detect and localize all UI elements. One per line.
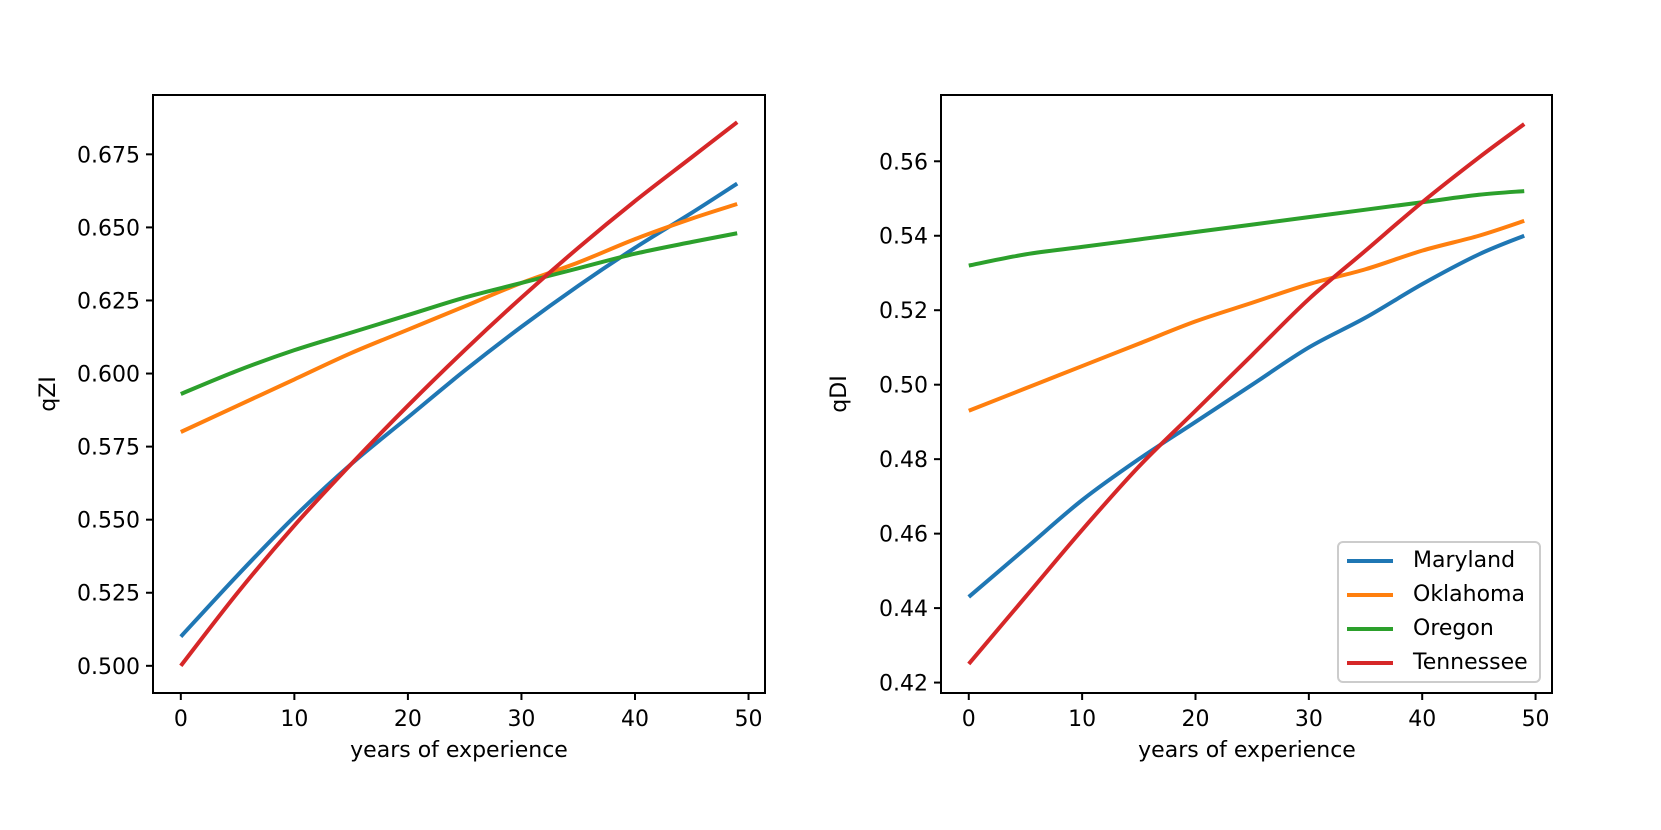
legend-label: Tennessee — [1413, 650, 1528, 675]
legend-item-tennessee: Tennessee — [1339, 646, 1539, 680]
y-tick-label: 0.600 — [77, 363, 140, 388]
series-line-oregon — [968, 189, 1525, 268]
x-tick-label: 0 — [174, 707, 188, 732]
x-axis-label-left: years of experience — [350, 738, 568, 763]
y-tick-label: 0.650 — [77, 216, 140, 241]
x-tick-label: 30 — [1295, 707, 1323, 732]
y-tick-label: 0.525 — [77, 582, 140, 607]
y-tick-label: 0.46 — [879, 523, 928, 548]
x-tick-label: 10 — [280, 707, 308, 732]
y-tick-label: 0.675 — [77, 143, 140, 168]
legend-item-maryland: Maryland — [1339, 544, 1539, 578]
x-tick-label: 0 — [962, 707, 976, 732]
series-line-oregon — [180, 231, 738, 396]
axes-frame — [152, 94, 766, 694]
y-tick-label: 0.50 — [879, 374, 928, 399]
y-tick-label: 0.42 — [879, 672, 928, 697]
y-tick-label: 0.48 — [879, 448, 928, 473]
x-tick-label: 50 — [735, 707, 763, 732]
legend: Maryland Oklahoma Oregon Tennessee — [1337, 541, 1541, 683]
axes-frame — [940, 94, 1553, 694]
legend-label: Oregon — [1413, 616, 1494, 641]
series-line-oklahoma — [968, 218, 1525, 413]
y-tick-label: 0.54 — [879, 225, 928, 250]
x-tick-label: 50 — [1522, 707, 1550, 732]
legend-item-oklahoma: Oklahoma — [1339, 578, 1539, 612]
y-tick-label: 0.625 — [77, 289, 140, 314]
legend-label: Maryland — [1413, 548, 1516, 573]
y-tick-label: 0.52 — [879, 299, 928, 324]
series-line-tennessee — [967, 122, 1526, 666]
y-tick-label: 0.44 — [879, 597, 928, 622]
legend-label: Oklahoma — [1413, 582, 1525, 607]
x-tick-label: 20 — [394, 707, 422, 732]
y-tick-label: 0.500 — [77, 655, 140, 680]
legend-line-swatch — [1347, 661, 1393, 665]
series-line-maryland — [967, 233, 1525, 599]
x-tick-label: 40 — [1408, 707, 1436, 732]
series-line-oklahoma — [179, 202, 738, 434]
x-axis-label-right: years of experience — [1138, 738, 1356, 763]
legend-line-swatch — [1347, 593, 1393, 597]
x-tick-label: 30 — [507, 707, 535, 732]
x-tick-label: 10 — [1068, 707, 1096, 732]
x-tick-label: 40 — [621, 707, 649, 732]
y-tick-label: 0.575 — [77, 436, 140, 461]
series-line-maryland — [179, 181, 739, 638]
y-axis-label-qdi: qDI — [827, 375, 852, 413]
x-tick-label: 20 — [1181, 707, 1209, 732]
y-tick-label: 0.56 — [879, 150, 928, 175]
legend-item-oregon: Oregon — [1339, 612, 1539, 646]
legend-line-swatch — [1347, 559, 1393, 563]
legend-line-swatch — [1347, 627, 1393, 631]
series-line-tennessee — [179, 120, 739, 668]
y-tick-label: 0.550 — [77, 509, 140, 534]
y-axis-label-qzi: qZI — [36, 376, 61, 412]
